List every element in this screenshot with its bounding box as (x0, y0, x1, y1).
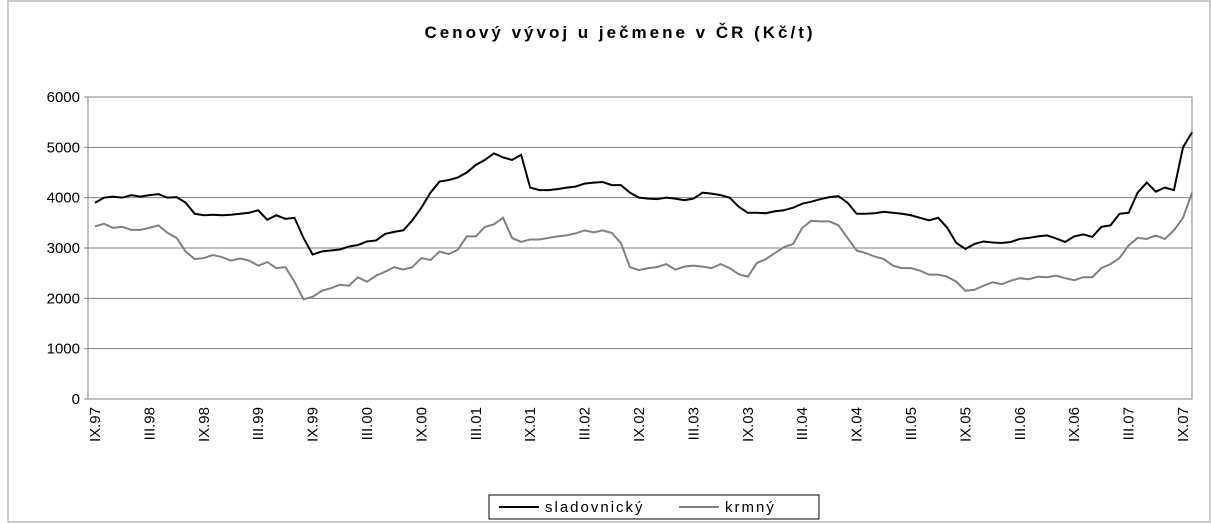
x-tick-label: III.04 (794, 407, 811, 440)
x-tick-label: IX.06 (1066, 407, 1083, 442)
y-tick-label: 6000 (47, 89, 80, 106)
y-tick-label: 0 (72, 391, 80, 408)
x-tick-label: III.02 (577, 407, 594, 440)
x-tick-label: IX.98 (196, 407, 213, 442)
y-tick-label: 1000 (47, 341, 80, 358)
legend: sladovnický krmný (488, 494, 820, 520)
x-tick-label: IX.00 (413, 407, 430, 442)
plot-area (87, 96, 1193, 400)
legend-label: krmný (725, 499, 776, 516)
chart-frame (7, 0, 1211, 523)
x-tick-label: III.05 (903, 407, 920, 440)
chart-title: Cenový vývoj u ječmene v ČR (Kč/t) (424, 23, 815, 42)
legend-label: sladovnický (545, 499, 645, 516)
line-series (94, 192, 1194, 301)
x-tick-label: III.07 (1121, 407, 1138, 440)
x-tick-label: III.01 (468, 407, 485, 440)
y-tick-label: 4000 (47, 190, 80, 207)
x-tick-label: III.03 (685, 407, 702, 440)
x-tick-label: IX.07 (1175, 407, 1192, 442)
x-tick-label: III.99 (250, 407, 267, 440)
x-tick-label: IX.04 (849, 407, 866, 442)
x-tick-label: III.98 (141, 407, 158, 440)
x-tick-label: IX.97 (87, 407, 104, 442)
y-tick-label: 3000 (47, 240, 80, 257)
y-tick-label: 5000 (47, 139, 80, 156)
line-series (94, 131, 1193, 256)
x-tick-label: IX.01 (522, 407, 539, 442)
x-tick-label: III.06 (1012, 407, 1029, 440)
marks (94, 131, 1194, 301)
legend-box (488, 494, 820, 520)
x-tick-label: IX.03 (740, 407, 757, 442)
x-tick-label: IX.02 (631, 407, 648, 442)
x-tick-label: III.00 (359, 407, 376, 440)
y-tick-label: 2000 (47, 290, 80, 307)
x-tick-label: IX.99 (305, 407, 322, 442)
x-tick-label: IX.05 (957, 407, 974, 442)
